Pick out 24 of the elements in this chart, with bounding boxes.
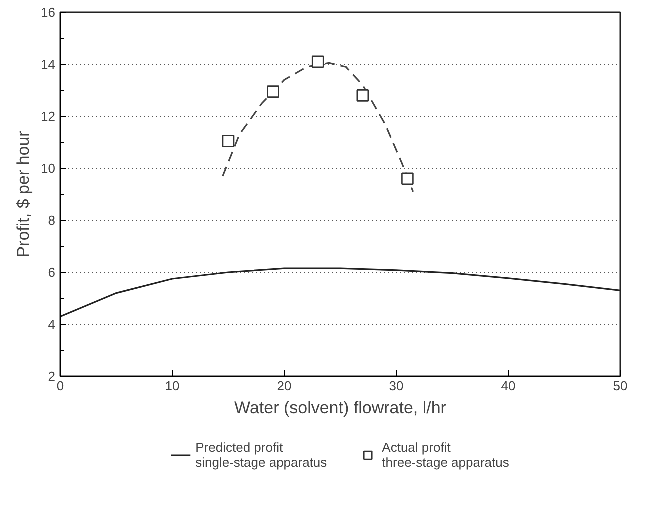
point <box>267 86 280 98</box>
x-tick-label: 40 <box>501 378 516 394</box>
y-tick-label: 4 <box>48 317 56 332</box>
x-tick-label: 20 <box>277 378 292 394</box>
point <box>402 172 414 186</box>
point <box>356 90 370 102</box>
y-tick-label: 16 <box>41 5 56 20</box>
y-tick-label: 12 <box>41 109 56 124</box>
y-axis-title: Profit, $ per hour <box>14 130 34 258</box>
x-tick-label: 10 <box>165 378 180 394</box>
point <box>222 135 235 148</box>
y-tick-label: 6 <box>48 265 56 280</box>
x-axis-title: Water (solvent) flowrate, l/hr <box>234 398 447 418</box>
y-tick-label: 14 <box>41 57 56 72</box>
x-tick-label: 30 <box>389 378 404 394</box>
line-series <box>222 62 414 193</box>
y-tick-label: 2 <box>48 369 56 384</box>
x-tick-label: 0 <box>56 378 64 394</box>
y-tick-label: 8 <box>48 213 56 228</box>
legend-label: Predicted profit single-stage apparatus <box>196 440 328 470</box>
y-tick-label: 10 <box>41 161 56 176</box>
legend-label: Actual profit three-stage apparatus <box>382 440 510 470</box>
point <box>312 56 324 68</box>
x-tick-label: 50 <box>613 378 628 394</box>
